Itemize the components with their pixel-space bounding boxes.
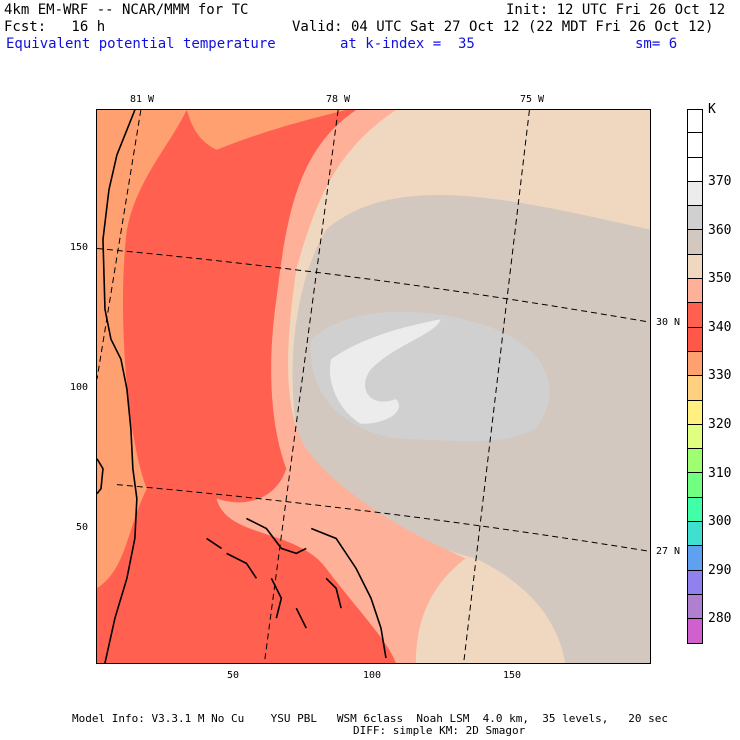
colorbar-swatch [687,424,703,450]
field-name: Equivalent potential temperature [6,36,276,52]
colorbar-swatch [687,351,703,377]
colorbar-swatch [687,473,703,498]
model-info: Model Info: V3.3.1 M No Cu YSU PBL WSM 6… [72,712,669,725]
model-info-diffusion: DIFF: simple KM: 2D Smagor [353,724,526,737]
model-title: 4km EM-WRF -- NCAR/MMM for TC [4,2,249,18]
lon-label: 78 W [326,94,351,105]
level-info: at k-index = 35 [340,36,475,52]
colorbar-label: 300 [708,514,732,530]
colorbar-label: 330 [708,368,732,384]
y-tick-label: 150 [70,242,89,253]
colorbar [687,109,703,644]
colorbar-swatch [687,522,703,547]
colorbar-swatch [687,254,703,280]
colorbar-swatch [687,400,703,425]
theta-e-map [96,109,651,664]
colorbar-swatch [687,279,703,304]
colorbar-label: 280 [708,611,732,627]
colorbar-label: 340 [708,319,732,335]
colorbar-swatch [687,449,703,474]
coastline [96,109,387,664]
colorbar-label: 350 [708,271,732,287]
field-365-fill [329,319,441,424]
colorbar-swatch [687,546,703,571]
map-canvas [96,109,651,664]
colorbar-swatch [687,376,703,401]
colorbar-swatch [687,570,703,595]
lon-label: 81 W [130,94,155,105]
parallel-27n [116,484,651,552]
colorbar-swatch [687,206,703,231]
parallel-30n [96,248,651,323]
field-330-top-fill [186,110,347,150]
lat-label: 27 N [656,546,681,557]
colorbar-label: 320 [708,416,732,432]
y-tick-label: 50 [76,522,89,533]
x-tick-label: 150 [503,670,522,681]
field-330-fill [97,110,187,589]
lat-label: 30 N [656,317,681,328]
colorbar-swatch [687,497,703,523]
lon-label: 75 W [520,94,545,105]
colorbar-swatch [687,327,703,352]
meridian-78w [263,109,339,664]
colorbar-swatch [687,594,703,620]
colorbar-swatch [687,230,703,255]
meridian-75w [463,109,530,664]
valid-time: Valid: 04 UTC Sat 27 Oct 12 (22 MDT Fri … [292,19,714,35]
init-time: Init: 12 UTC Fri 26 Oct 12 [506,2,726,18]
smoothing-info: sm= 6 [635,36,678,52]
colorbar-swatch [687,619,703,644]
meridian-81w [96,109,142,380]
colorbar-swatch [687,133,703,158]
graticule [96,109,651,664]
x-tick-label: 100 [363,670,382,681]
colorbar-label: 290 [708,562,732,578]
colorbar-label: 360 [708,222,732,238]
colorbar-swatch [687,109,703,134]
field-340-fill [97,110,396,663]
colorbar-swatch [687,181,703,207]
colorbar-label: 310 [708,465,732,481]
forecast-hour: Fcst: 16 h [4,19,106,35]
colorbar-swatch [687,303,703,328]
x-tick-label: 50 [227,670,240,681]
colorbar-swatch [687,157,703,182]
colorbar-label: 370 [708,173,732,189]
y-tick-label: 100 [70,382,89,393]
colorbar-unit: K [708,102,716,117]
